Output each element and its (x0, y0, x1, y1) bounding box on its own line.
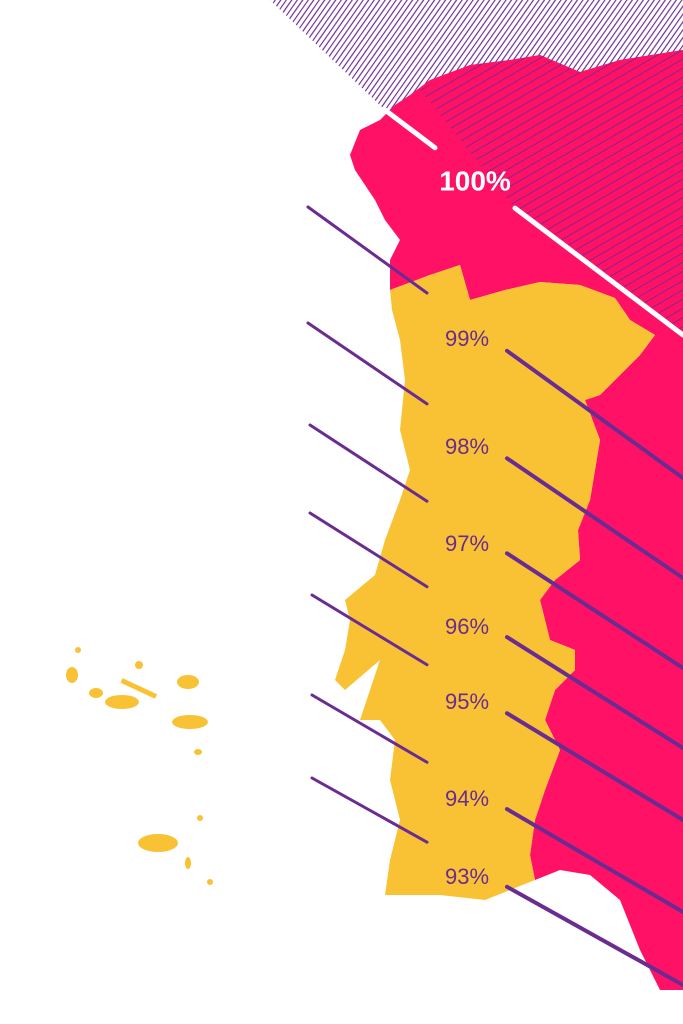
pointer-line (310, 693, 429, 764)
pointer-line (505, 807, 683, 914)
percent-label: 94% (445, 786, 489, 811)
labels: 100% 99% 98% 97% 96% 95% 94% 93% (439, 165, 511, 888)
pointer-line (505, 348, 683, 480)
pointer-line (505, 635, 683, 750)
spain-hatched-top (420, 50, 683, 335)
pointer-line (505, 711, 683, 822)
percent-label: 99% (445, 326, 489, 351)
gradient-lines (306, 107, 683, 987)
pointer-line (308, 423, 429, 503)
percent-label: 100% (439, 165, 511, 196)
pointer-line (308, 511, 429, 589)
percent-label: 98% (445, 434, 489, 459)
pointer-line (505, 551, 683, 670)
islands (66, 647, 213, 885)
percent-label: 93% (445, 864, 489, 889)
pointer-line (310, 776, 429, 844)
pointer-line (512, 205, 683, 338)
spain (350, 50, 683, 990)
pointer-line (505, 884, 683, 987)
pointer-line (306, 205, 429, 295)
pointer-line (505, 456, 683, 580)
percent-label: 96% (445, 614, 489, 639)
pointer-line (306, 321, 429, 406)
percent-label: 95% (445, 689, 489, 714)
pointer-line (310, 593, 429, 667)
percent-label: 97% (445, 531, 489, 556)
pointer-line (382, 107, 438, 151)
portugal (335, 265, 655, 900)
